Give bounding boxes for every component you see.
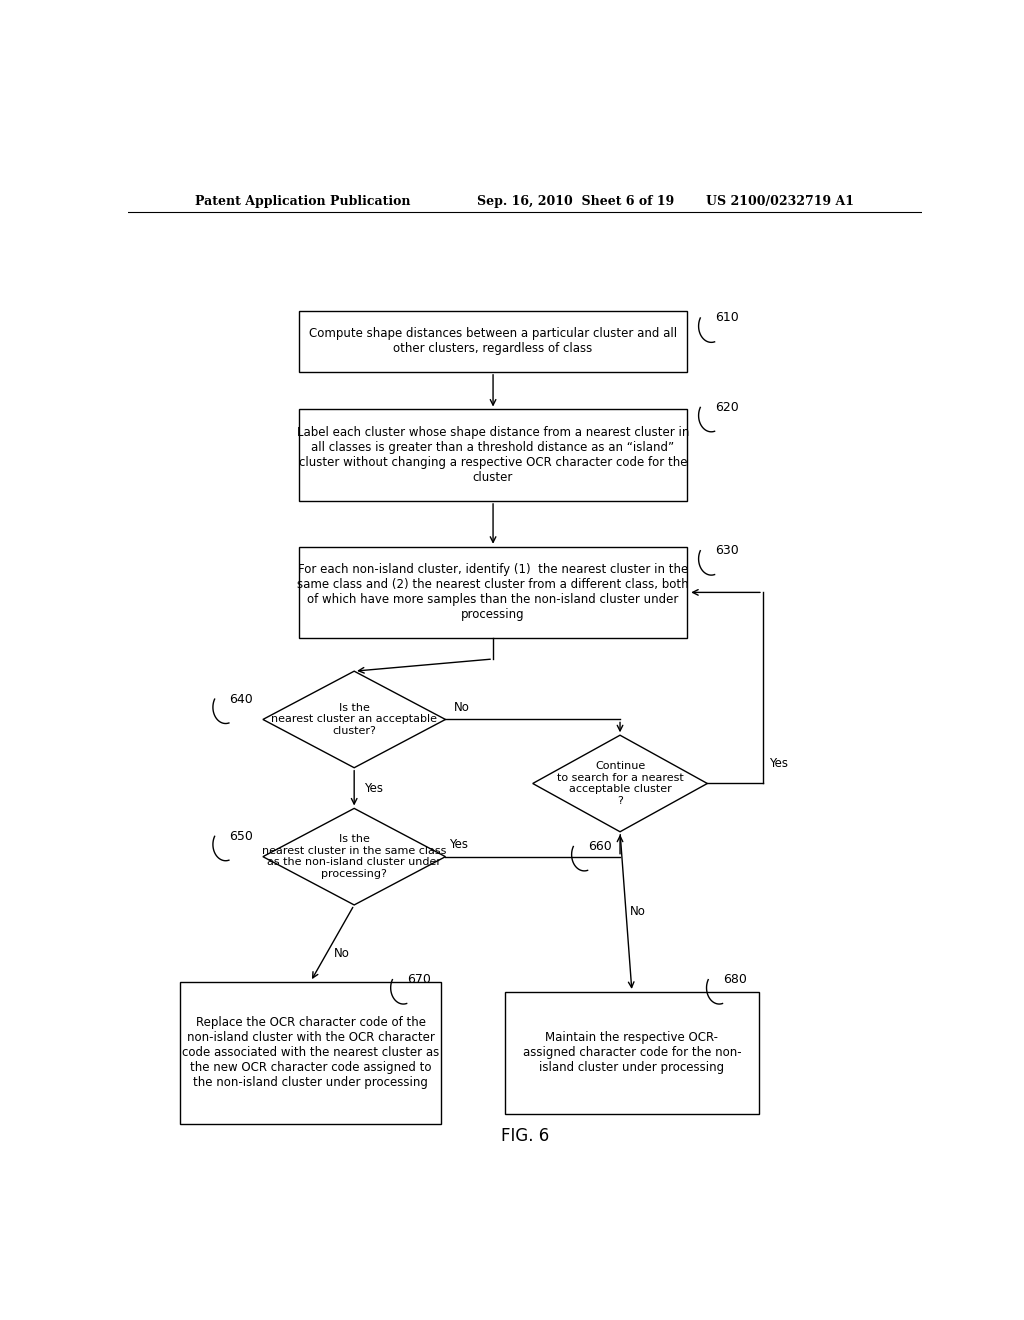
Text: 610: 610 [715, 312, 739, 325]
FancyBboxPatch shape [299, 312, 687, 372]
Text: No: No [630, 906, 645, 919]
Polygon shape [263, 808, 445, 906]
Text: Yes: Yes [769, 756, 788, 770]
Text: Maintain the respective OCR-
assigned character code for the non-
island cluster: Maintain the respective OCR- assigned ch… [522, 1031, 741, 1074]
Text: Continue
to search for a nearest
acceptable cluster
?: Continue to search for a nearest accepta… [557, 762, 683, 807]
Text: Sep. 16, 2010  Sheet 6 of 19: Sep. 16, 2010 Sheet 6 of 19 [477, 194, 675, 207]
Text: Label each cluster whose shape distance from a nearest cluster in
all classes is: Label each cluster whose shape distance … [297, 426, 689, 484]
Text: 660: 660 [588, 840, 612, 853]
Text: For each non-island cluster, identify (1)  the nearest cluster in the
same class: For each non-island cluster, identify (1… [297, 564, 689, 622]
Text: US 2100/0232719 A1: US 2100/0232719 A1 [707, 194, 854, 207]
FancyBboxPatch shape [505, 991, 759, 1114]
Text: 640: 640 [229, 693, 253, 706]
FancyBboxPatch shape [299, 546, 687, 638]
FancyBboxPatch shape [299, 409, 687, 500]
Text: 650: 650 [229, 830, 254, 843]
Text: Is the
nearest cluster an acceptable
cluster?: Is the nearest cluster an acceptable clu… [271, 702, 437, 737]
Text: 680: 680 [723, 973, 748, 986]
Text: No: No [454, 701, 469, 714]
FancyBboxPatch shape [179, 982, 441, 1125]
Polygon shape [263, 671, 445, 768]
Polygon shape [532, 735, 708, 832]
Text: Yes: Yes [450, 838, 468, 851]
Text: Is the
nearest cluster in the same class
as the non-island cluster under
process: Is the nearest cluster in the same class… [262, 834, 446, 879]
Text: FIG. 6: FIG. 6 [501, 1127, 549, 1146]
Text: 630: 630 [715, 544, 739, 557]
Text: 670: 670 [408, 973, 431, 986]
Text: Compute shape distances between a particular cluster and all
other clusters, reg: Compute shape distances between a partic… [309, 327, 677, 355]
Text: No: No [334, 946, 350, 960]
Text: 620: 620 [715, 401, 739, 414]
Text: Yes: Yes [364, 781, 383, 795]
Text: Replace the OCR character code of the
non-island cluster with the OCR character
: Replace the OCR character code of the no… [182, 1016, 439, 1089]
Text: Patent Application Publication: Patent Application Publication [196, 194, 411, 207]
